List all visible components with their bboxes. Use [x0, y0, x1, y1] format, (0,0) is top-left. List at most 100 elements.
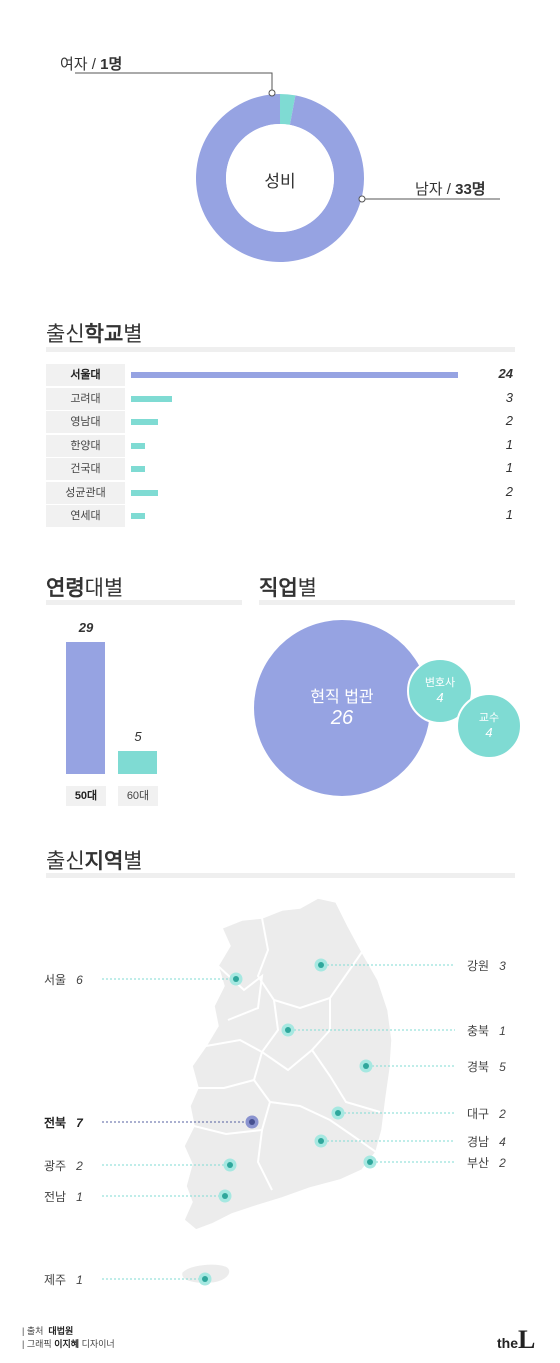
donut-slice-male	[195, 94, 364, 263]
region-label: 경남 4	[467, 1133, 506, 1150]
region-label: 서울 6	[44, 971, 83, 988]
school-name-label: 건국대	[46, 458, 125, 480]
school-title-a: 출신	[46, 323, 85, 346]
region-label: 대구 2	[467, 1105, 506, 1122]
job-bubble-label: 변호사	[424, 677, 456, 689]
region-name: 전남	[44, 1190, 67, 1204]
region-value: 7	[76, 1116, 83, 1130]
gender-donut-chart	[75, 72, 500, 263]
school-row: 고려대 3	[46, 387, 515, 410]
footer-source-value: 대법원	[48, 1326, 74, 1336]
region-marker-dot	[318, 962, 324, 968]
region-name: 대구	[467, 1107, 490, 1121]
age-bar	[66, 642, 105, 774]
province-boundaries	[193, 917, 381, 1191]
donut-center-label: 성비	[264, 172, 296, 191]
male-value: 33명	[455, 181, 486, 198]
job-bubble: 교수 4	[456, 693, 522, 759]
school-value-label: 1	[505, 436, 513, 452]
region-label: 광주 2	[44, 1157, 83, 1174]
school-bar	[131, 419, 159, 425]
school-name-label: 성균관대	[46, 481, 125, 504]
school-row: 건국대 1	[46, 458, 515, 480]
region-value: 2	[499, 1156, 506, 1170]
school-value-label: 1	[505, 507, 513, 522]
region-value: 1	[76, 1273, 83, 1287]
female-leader-line	[75, 72, 273, 93]
region-name: 경남	[467, 1135, 490, 1149]
boundary-gyeongbuk	[311, 1049, 381, 1113]
footer-graphic: | 그래픽 이지혜 디자이너	[22, 1339, 115, 1349]
job-title-normal: 별	[297, 577, 317, 600]
footer-graphic-label: 그래픽	[26, 1339, 52, 1349]
school-row: 서울대 24	[46, 364, 515, 386]
map-markers	[102, 958, 455, 1286]
school-row: 성균관대 2	[46, 481, 515, 504]
region-name: 전북	[44, 1116, 67, 1130]
school-row: 연세대 1	[46, 505, 515, 527]
school-value-label: 2	[505, 483, 513, 499]
job-bubble-value: 4	[485, 725, 493, 740]
school-row: 영남대 2	[46, 411, 515, 433]
age-category-label: 50대	[66, 786, 106, 806]
region-title-a: 출신	[46, 850, 85, 873]
region-name: 광주	[44, 1159, 67, 1173]
the-l-logo: theL	[497, 1325, 535, 1355]
age-value-label: 29	[78, 620, 94, 635]
region-marker-dot	[222, 1193, 228, 1199]
region-marker-dot	[227, 1162, 233, 1168]
region-marker-dot	[285, 1027, 291, 1033]
footer-graphic-name: 이지혜	[54, 1339, 80, 1349]
age-bar	[118, 751, 157, 774]
region-value: 2	[499, 1107, 506, 1121]
school-bar	[131, 489, 159, 496]
age-category-label: 60대	[118, 786, 158, 806]
region-label: 충북 1	[467, 1022, 506, 1039]
region-title-b: 별	[123, 850, 143, 873]
school-value-label: 1	[505, 460, 513, 475]
region-marker-dot	[318, 1138, 324, 1144]
region-value: 1	[499, 1024, 506, 1038]
region-name: 경북	[467, 1060, 490, 1074]
school-name-label: 서울대	[46, 364, 125, 386]
female-leader-dot	[268, 89, 276, 97]
boundary-jeonnam	[256, 1129, 273, 1191]
donut-hole	[226, 124, 334, 232]
school-bar	[131, 395, 172, 402]
male-label-text: 남자 /	[415, 181, 456, 198]
job-bubble: 현직 법관 26	[254, 620, 430, 796]
region-section-rule	[46, 873, 515, 878]
korea-map	[102, 897, 455, 1286]
region-marker-dot	[249, 1119, 255, 1125]
region-name: 강원	[467, 959, 490, 973]
job-section-title: 직업별	[259, 572, 317, 602]
region-marker-dot	[202, 1276, 208, 1282]
region-value: 2	[76, 1159, 83, 1173]
school-title-bold: 학교	[84, 323, 124, 346]
region-label: 전북 7	[44, 1114, 83, 1131]
school-bar	[131, 466, 145, 472]
region-title-bold: 지역	[84, 850, 124, 873]
male-label: 남자 / 33명	[415, 178, 486, 199]
region-label: 전남 1	[44, 1188, 83, 1205]
school-name-label: 고려대	[46, 387, 125, 410]
age-value-label: 5	[134, 729, 142, 745]
region-label: 강원 3	[467, 957, 506, 974]
region-label: 제주 1	[44, 1271, 83, 1288]
male-leader-dot	[358, 195, 366, 203]
school-section-rule	[46, 347, 515, 352]
age-section-rule	[46, 600, 242, 605]
female-value: 1명	[100, 56, 123, 73]
school-section-title: 출신학교별	[46, 318, 143, 348]
region-label: 부산 2	[467, 1154, 506, 1171]
age-section-title: 연령대별	[46, 572, 123, 602]
region-value: 1	[76, 1190, 83, 1204]
school-name-label: 한양대	[46, 434, 125, 457]
footer-source-label: 출처	[26, 1326, 44, 1336]
region-name: 부산	[467, 1156, 490, 1170]
job-bubble-value: 4	[436, 690, 444, 705]
region-name: 서울	[44, 973, 67, 987]
job-bubble-label: 교수	[478, 712, 500, 724]
school-bar	[131, 513, 145, 519]
job-bubble-value: 26	[330, 706, 354, 729]
